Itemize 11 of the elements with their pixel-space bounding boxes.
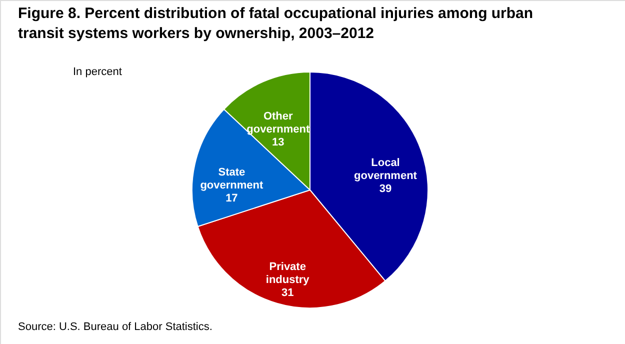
slice-label: Local government <box>354 156 418 182</box>
data-label: 17 <box>226 192 238 204</box>
data-label: 13 <box>272 136 284 148</box>
source-note: Source: U.S. Bureau of Labor Statistics. <box>18 321 212 333</box>
slice-label: Private industry <box>266 261 310 286</box>
data-label: 39 <box>379 182 392 195</box>
text: In percent <box>73 66 122 78</box>
slice-label: State government <box>200 166 264 192</box>
chart-title: Figure 8. Percent distribution of fatal occupational injuries among urban transit systems workers by ownership, 2003–2012 <box>18 5 534 42</box>
slice-label: Other government <box>246 110 310 136</box>
data-label: 31 <box>281 287 294 300</box>
